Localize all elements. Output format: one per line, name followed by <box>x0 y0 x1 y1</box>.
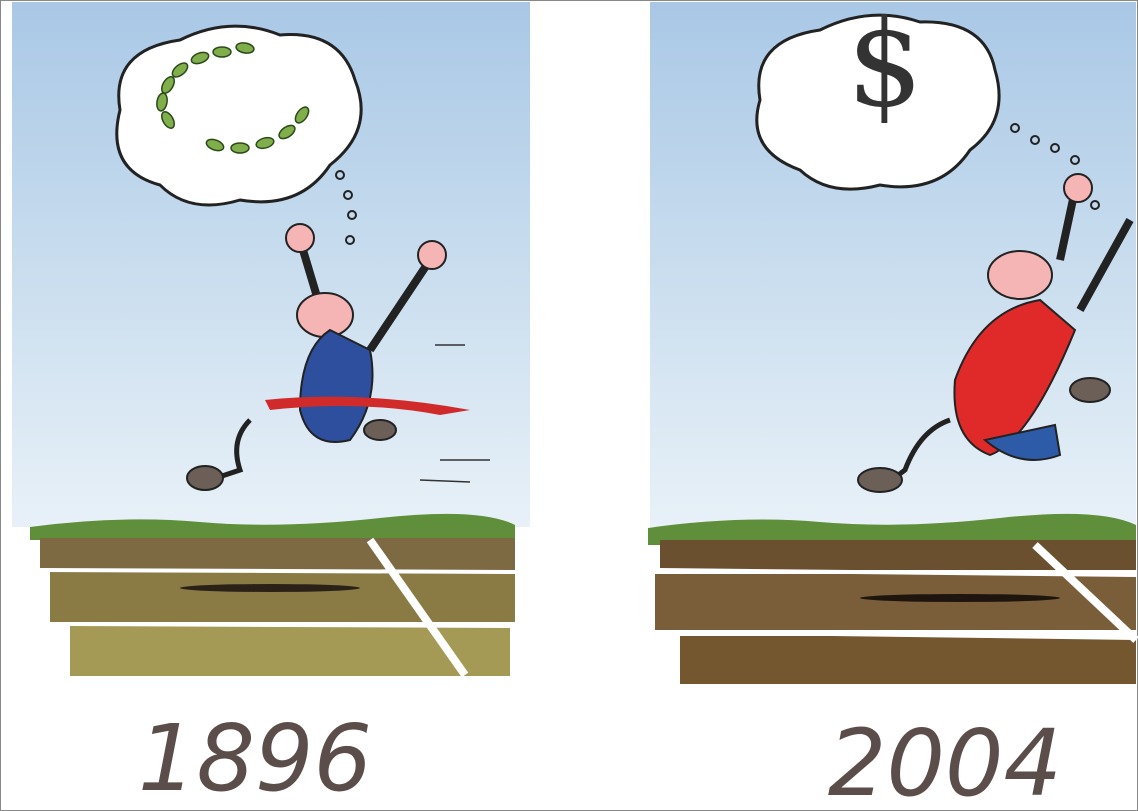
panel-1896-shape <box>187 466 223 490</box>
panel-2004-shape <box>1070 378 1110 402</box>
panel-1896-shape <box>40 570 515 572</box>
panel-1896-shape <box>40 538 515 570</box>
panel-2004-shape <box>680 636 1136 684</box>
panel-2004-shape <box>660 540 1136 570</box>
year-label: 1896 <box>138 705 372 811</box>
thought-symbol: $ <box>847 0 923 134</box>
panel-1896-shape <box>50 572 515 622</box>
panel-1896-shape <box>297 293 353 337</box>
panel-1896-shape <box>286 224 314 252</box>
panel-1896-shape <box>364 420 396 440</box>
panel-1896-shape-shape <box>231 143 249 153</box>
panel-1896-shape <box>418 241 446 269</box>
year-label: 2004 <box>828 710 1062 811</box>
cartoon: 1896 $ 2004 <box>0 0 1138 811</box>
panel-2004-shape <box>860 594 1060 602</box>
panel-2004-shape <box>655 574 1136 630</box>
panel-2004-shape <box>988 251 1052 299</box>
panel-1896-shape <box>70 624 510 626</box>
panel-2004-shape <box>858 468 902 492</box>
panel-1896-shape-shape <box>213 47 231 57</box>
panel-1896-shape <box>180 584 360 592</box>
panel-2004-shape <box>1064 174 1092 202</box>
